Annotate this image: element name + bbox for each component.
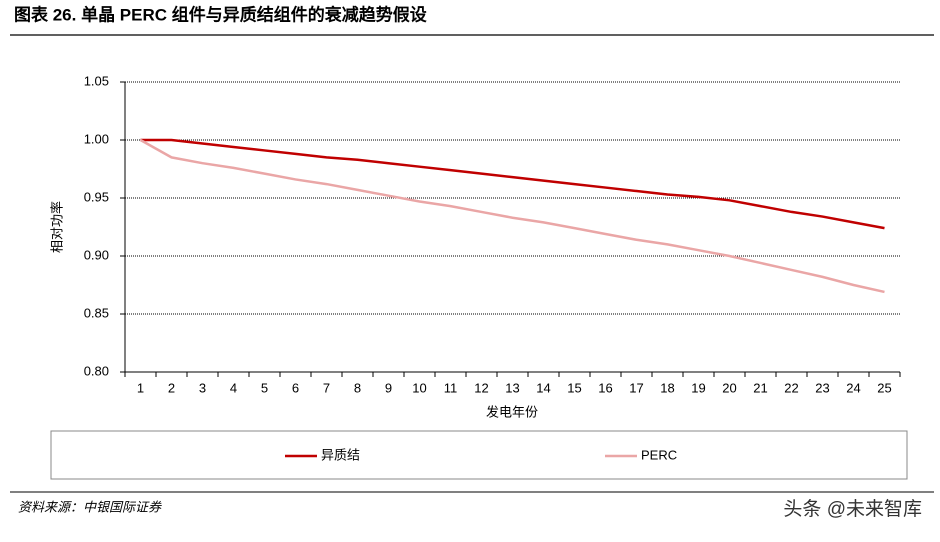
x-tick-label: 1 <box>137 380 144 395</box>
watermark: 头条 @未来智库 <box>783 498 922 520</box>
chart-title: 图表 26. 单晶 PERC 组件与异质结组件的衰减趋势假设 <box>14 4 427 24</box>
x-tick-label: 7 <box>323 380 330 395</box>
x-tick-label: 22 <box>784 380 798 395</box>
y-tick-label: 1.05 <box>84 73 109 88</box>
x-tick-label: 15 <box>567 380 581 395</box>
y-tick-label: 0.85 <box>84 305 109 320</box>
x-tick-label: 3 <box>199 380 206 395</box>
x-axis-label: 发电年份 <box>486 404 538 419</box>
x-tick-label: 5 <box>261 380 268 395</box>
y-tick-label: 1.00 <box>84 131 109 146</box>
y-tick-label: 0.95 <box>84 189 109 204</box>
x-tick-label: 12 <box>474 380 488 395</box>
x-tick-label: 11 <box>444 380 458 395</box>
legend-box <box>50 430 908 480</box>
legend-label: 异质结 <box>321 447 360 462</box>
x-tick-label: 19 <box>691 380 705 395</box>
y-axis-label: 相对功率 <box>49 201 64 253</box>
x-tick-label: 2 <box>168 380 175 395</box>
x-tick-label: 17 <box>629 380 643 395</box>
x-tick-label: 21 <box>753 380 767 395</box>
series-line <box>140 138 885 230</box>
x-tick-label: 24 <box>846 380 860 395</box>
x-tick-label: 13 <box>505 380 519 395</box>
legend-label: PERC <box>641 447 677 462</box>
x-tick-label: 4 <box>230 380 237 395</box>
y-tick-label: 0.80 <box>84 363 109 378</box>
y-tick-label: 0.90 <box>84 247 109 262</box>
x-tick-label: 18 <box>660 380 674 395</box>
x-tick-label: 9 <box>385 380 392 395</box>
x-tick-label: 8 <box>354 380 361 395</box>
source: 资料来源：中银国际证券 <box>18 499 162 514</box>
x-tick-label: 14 <box>536 380 550 395</box>
x-tick-label: 10 <box>412 380 426 395</box>
x-tick-label: 6 <box>292 380 299 395</box>
x-tick-label: 20 <box>722 380 736 395</box>
x-tick-label: 25 <box>877 380 891 395</box>
series-line <box>139 138 885 294</box>
x-tick-label: 16 <box>598 380 612 395</box>
x-tick-label: 23 <box>815 380 829 395</box>
